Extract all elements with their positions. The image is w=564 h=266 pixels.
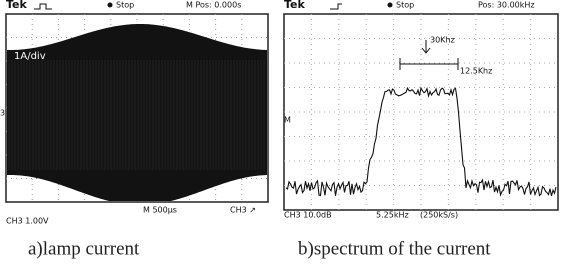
right-marker: M (284, 116, 291, 125)
right-width-label: 12.5Khz (460, 67, 492, 76)
right-brand: Tek (284, 0, 306, 11)
right-trigger-icon (330, 4, 342, 9)
left-channel: CH3 1.00V (6, 217, 49, 226)
right-caption: b)spectrum of the current (298, 238, 491, 259)
right-center-label: 30Khz (430, 36, 455, 45)
right-span: 5.25kHz (376, 211, 409, 220)
left-brand: Tek (6, 0, 28, 11)
left-caption: a)lamp current (28, 238, 140, 259)
left-trigger-icon (34, 4, 52, 9)
right-status: Stop (396, 1, 414, 10)
left-marker: 3 (0, 109, 5, 118)
left-status: Stop (116, 1, 134, 10)
right-stop-dot (388, 3, 393, 8)
left-probe: iLP (20, 36, 32, 45)
left-timebase: M 500μs (143, 206, 177, 215)
left-trigger: CH3 ↗ (230, 206, 256, 215)
left-scale: 1A/div (14, 51, 46, 62)
right-position: Pos: 30.00kHz (478, 1, 535, 10)
left-position: M Pos: 0.000s (186, 1, 241, 10)
right-channel: CH3 10.0dB (284, 211, 332, 220)
figure: Tek Stop M Pos: 0.000s iLP 1A/div 3 M 50… (0, 0, 564, 266)
left-stop-dot (108, 3, 113, 8)
right-rate: (250kS/s) (420, 211, 458, 220)
